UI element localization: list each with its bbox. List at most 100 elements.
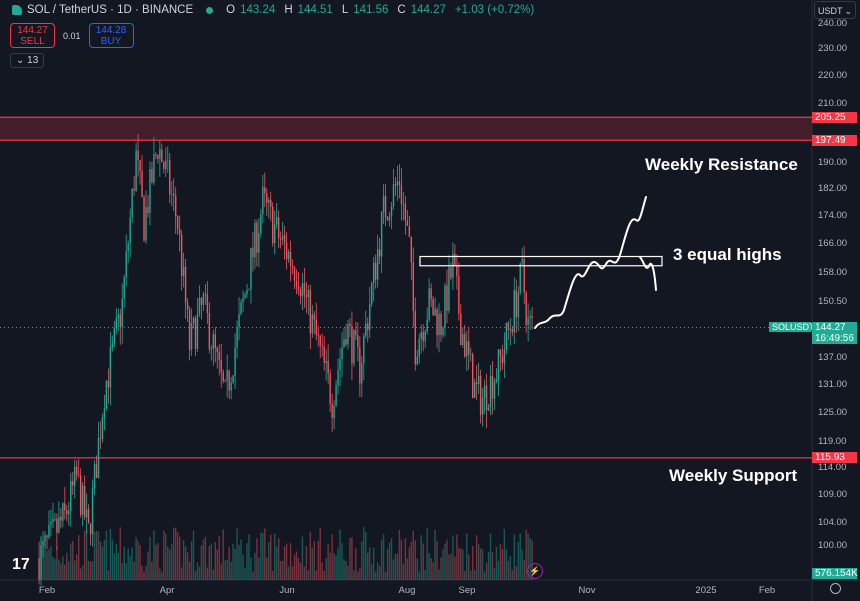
candle-body — [270, 200, 272, 207]
candle-body — [363, 335, 365, 364]
candle-body — [275, 217, 278, 225]
volume-bar — [226, 559, 228, 580]
candle-body — [357, 335, 359, 348]
candle-body — [236, 327, 238, 348]
candle-body — [378, 249, 381, 257]
y-tick-label: 100.00 — [818, 540, 848, 551]
candle-body — [456, 265, 458, 277]
volume-bar — [335, 555, 337, 580]
candle-body — [182, 266, 185, 276]
candle-body — [274, 224, 276, 244]
candle-body — [365, 323, 367, 336]
buy-button[interactable]: 144.28 BUY — [88, 23, 134, 48]
candle-body — [380, 211, 383, 257]
x-tick-label: Apr — [159, 585, 175, 596]
volume-bar — [307, 570, 310, 580]
sell-button[interactable]: 144.27 SELL — [10, 23, 55, 48]
candle-body — [42, 541, 44, 546]
candle-body — [400, 185, 403, 204]
tradingview-logo[interactable]: 17 — [12, 556, 30, 573]
volume-bar — [497, 561, 500, 580]
candle-body — [192, 318, 195, 324]
candle-body — [97, 438, 100, 479]
volume-bar — [44, 540, 46, 580]
candle-body — [466, 341, 468, 357]
volume-bar — [418, 571, 420, 580]
candle-body — [244, 294, 246, 299]
volume-bar — [285, 543, 288, 580]
indicators-toggle-button[interactable]: ⌄ 13 — [10, 53, 45, 68]
candle-body — [143, 196, 145, 241]
candle-body — [268, 200, 270, 203]
candle-body — [210, 349, 213, 350]
candle-body — [194, 318, 197, 349]
candle-body — [396, 181, 399, 186]
volume-bar — [240, 539, 242, 580]
candle-body — [289, 252, 292, 266]
candle-body — [234, 347, 236, 376]
candle-body — [256, 222, 258, 253]
candle-body — [224, 380, 226, 382]
candle-body — [434, 309, 436, 316]
candle-body — [159, 149, 161, 159]
candle-body — [277, 217, 280, 239]
candle-body — [392, 184, 395, 207]
candle-body — [167, 160, 169, 161]
volume-bar — [210, 543, 213, 580]
volume-bar — [192, 530, 195, 580]
volume-bar — [151, 561, 153, 580]
volume-bar — [272, 570, 274, 580]
volume-bar — [430, 558, 432, 580]
candle-body — [305, 295, 308, 297]
candle-body — [481, 398, 484, 415]
low-label: L — [341, 4, 349, 16]
candle-body — [416, 356, 418, 365]
candle-body — [188, 309, 191, 350]
candle-body — [311, 314, 314, 334]
candle-body — [337, 369, 339, 386]
volume-bar — [66, 552, 68, 580]
volume-bar — [46, 550, 48, 580]
candle-body — [521, 259, 523, 264]
volume-bar — [448, 554, 450, 580]
volume-bar — [244, 568, 246, 580]
currency-select[interactable]: USDT ⌄ — [814, 1, 856, 19]
volume-bar — [198, 566, 201, 580]
lightning-icon[interactable]: ⚡ — [527, 563, 543, 579]
volume-bar — [109, 529, 112, 580]
candle-body — [226, 370, 228, 381]
volume-bar — [64, 564, 66, 580]
candle-body — [87, 509, 90, 524]
candle-body — [145, 207, 147, 241]
volume-bar — [50, 546, 52, 580]
candle-body — [186, 302, 189, 310]
candle-body — [444, 285, 446, 328]
high-value: 144.51 — [297, 4, 333, 16]
volume-bar — [384, 571, 387, 580]
symbol-title[interactable]: SOL / TetherUS · 1D · BINANCE — [27, 4, 194, 16]
volume-bar — [410, 541, 413, 580]
volume-bar — [493, 567, 496, 580]
volume-bar — [230, 561, 232, 580]
candle-body — [44, 535, 46, 542]
volume-bar — [194, 571, 197, 580]
volume-bar — [440, 557, 442, 580]
candle-body — [345, 339, 347, 345]
candle-body — [133, 188, 135, 191]
volume-bar — [394, 553, 397, 580]
volume-bar — [477, 544, 480, 580]
volume-bar — [234, 549, 236, 580]
candle-body — [485, 385, 488, 411]
settings-gear-icon[interactable] — [830, 583, 841, 594]
volume-bar — [353, 570, 355, 580]
candle-body — [468, 341, 470, 355]
volume-bar — [327, 543, 329, 580]
volume-bar — [333, 552, 335, 580]
volume-bar — [48, 548, 50, 580]
volume-bar — [222, 529, 224, 580]
open-value: 143.24 — [240, 4, 276, 16]
volume-bar — [376, 562, 379, 580]
volume-bar — [242, 554, 244, 580]
volume-bar — [62, 556, 64, 580]
